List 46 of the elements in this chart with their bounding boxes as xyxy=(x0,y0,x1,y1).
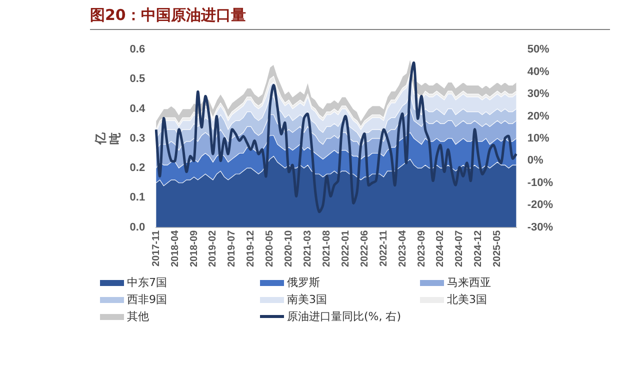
y2-tick-label: -10% xyxy=(527,176,554,189)
x-tick-label: 2019-07 xyxy=(226,230,238,268)
y-tick-label: 0.1 xyxy=(130,192,146,204)
x-tick-label: 2020-05 xyxy=(264,230,276,268)
y-tick-label: 0.0 xyxy=(130,221,146,234)
x-tick-label: 2018-09 xyxy=(188,230,200,268)
y2-tick-label: 50% xyxy=(527,44,550,56)
y2-tick-label: 10% xyxy=(527,132,550,144)
legend-label: 俄罗斯 xyxy=(287,275,320,290)
y-tick-label: 0.2 xyxy=(130,162,146,174)
x-tick-label: 2023-04 xyxy=(397,230,408,268)
y2-tick-label: 30% xyxy=(527,88,550,100)
x-tick-label: 2024-02 xyxy=(435,230,446,268)
legend-label: 其他 xyxy=(127,309,149,324)
x-tick-label: 2022-11 xyxy=(378,230,390,266)
y2-tick-label: 0% xyxy=(527,154,544,167)
y2-tick-label: -20% xyxy=(527,199,554,212)
x-tick-label: 2021-08 xyxy=(321,230,332,268)
y-tick-label: 0.4 xyxy=(130,102,146,115)
x-tick-label: 2024-07 xyxy=(454,230,466,268)
x-tick-label: 2021-03 xyxy=(302,230,314,268)
legend-label: 南美3国 xyxy=(287,292,327,307)
line-series xyxy=(154,62,518,213)
x-tick-label: 2020-10 xyxy=(284,230,295,268)
y2-tick-label: 20% xyxy=(527,110,550,122)
x-tick-label: 2022-06 xyxy=(359,230,370,268)
x-tick-label: 2025-05 xyxy=(492,230,504,268)
x-tick-label: 2019-02 xyxy=(208,230,219,268)
y2-tick-label: -30% xyxy=(527,221,554,234)
x-tick-label: 2024-12 xyxy=(473,230,484,268)
y-tick-label: 0.5 xyxy=(130,73,146,86)
y-tick-label: 0.3 xyxy=(130,132,146,144)
legend-label: 原油进口量同比(%, 右) xyxy=(287,309,402,324)
legend-label: 西非9国 xyxy=(127,292,167,307)
y-axis-title: 亿吨 xyxy=(94,131,122,146)
x-tick-label: 2022-01 xyxy=(340,230,352,268)
x-tick-label: 2023-09 xyxy=(416,230,428,268)
legend-label: 马来西亚 xyxy=(447,275,491,290)
y2-tick-label: 40% xyxy=(527,66,550,78)
y-tick-label: 0.6 xyxy=(130,44,146,56)
legend-label: 中东7国 xyxy=(127,275,167,290)
legend-label: 北美3国 xyxy=(447,292,487,307)
x-tick-label: 2018-04 xyxy=(170,230,181,268)
chart-title: 图20：中国原油进口量 xyxy=(90,6,610,30)
x-tick-label: 2017-11 xyxy=(150,230,162,266)
x-tick-label: 2019-12 xyxy=(246,230,257,268)
